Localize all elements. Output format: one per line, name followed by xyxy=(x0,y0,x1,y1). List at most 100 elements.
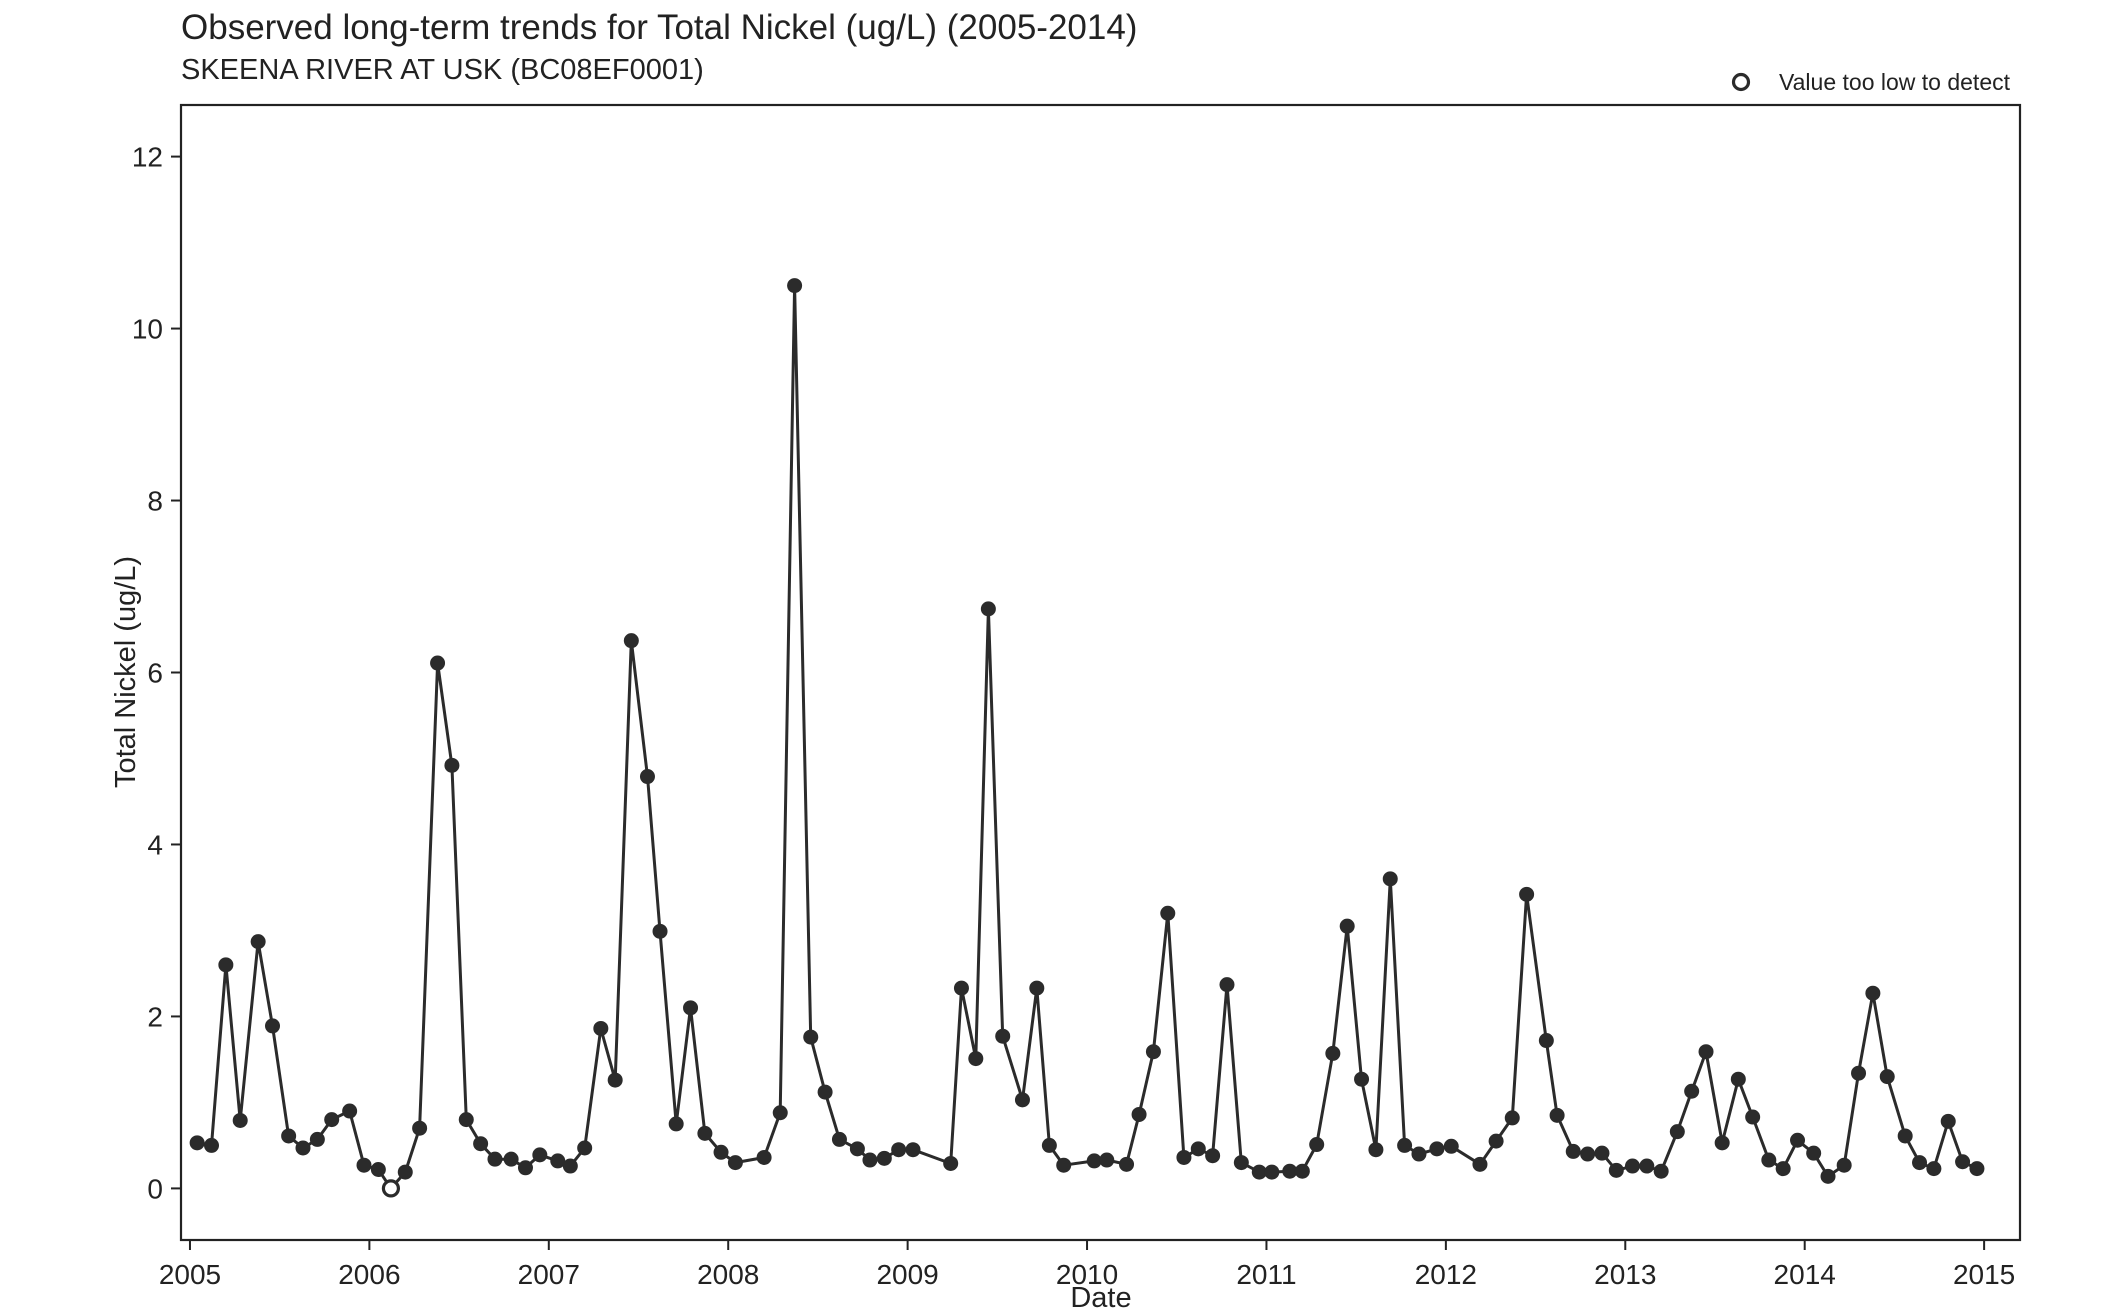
data-point xyxy=(1879,1069,1895,1085)
data-point xyxy=(473,1136,489,1152)
data-point xyxy=(1294,1163,1310,1179)
data-point xyxy=(787,278,803,294)
data-point xyxy=(1714,1135,1730,1151)
data-point xyxy=(905,1142,921,1158)
y-tick-label: 0 xyxy=(147,1173,163,1204)
data-point xyxy=(1549,1107,1565,1123)
data-point xyxy=(1594,1145,1610,1161)
data-point xyxy=(1282,1163,1298,1179)
data-point xyxy=(817,1084,833,1100)
data-point xyxy=(1820,1168,1836,1184)
data-point xyxy=(727,1155,743,1171)
data-point xyxy=(342,1103,358,1119)
data-point xyxy=(1639,1158,1655,1174)
data-point xyxy=(1029,980,1045,996)
data-point xyxy=(562,1158,578,1174)
legend-label: Value too low to detect xyxy=(1779,69,2011,95)
x-tick-label: 2007 xyxy=(518,1259,580,1290)
data-point xyxy=(1669,1124,1685,1140)
data-point-below-detection xyxy=(381,1179,401,1198)
data-point xyxy=(876,1150,892,1166)
data-point xyxy=(831,1131,847,1147)
y-tick-label: 2 xyxy=(147,1001,163,1032)
data-point xyxy=(1865,985,1881,1001)
data-point xyxy=(652,923,668,939)
data-point xyxy=(1926,1161,1942,1177)
data-point xyxy=(232,1112,248,1128)
x-tick-label: 2011 xyxy=(1236,1259,1296,1290)
chart-title: Observed long-term trends for Total Nick… xyxy=(181,8,1138,47)
data-point xyxy=(1851,1065,1867,1081)
data-point xyxy=(444,757,460,773)
data-point xyxy=(370,1161,386,1177)
data-point xyxy=(1538,1033,1554,1049)
data-point xyxy=(532,1147,548,1163)
x-tick-label: 2008 xyxy=(697,1259,759,1290)
data-point xyxy=(550,1153,566,1169)
data-point xyxy=(668,1116,684,1132)
y-tick-label: 4 xyxy=(147,829,163,860)
data-point xyxy=(1309,1137,1325,1153)
y-axis: 0 2 4 6 8 10 12 xyxy=(132,142,181,1204)
chart-subtitle: SKEENA RIVER AT USK (BC08EF0001) xyxy=(181,54,704,86)
x-tick-label: 2012 xyxy=(1415,1259,1477,1290)
data-point xyxy=(250,934,266,950)
data-point xyxy=(713,1144,729,1160)
data-point xyxy=(487,1151,503,1167)
data-point xyxy=(1251,1164,1267,1180)
data-point xyxy=(1443,1138,1459,1154)
data-point xyxy=(1775,1161,1791,1177)
data-point xyxy=(1429,1141,1445,1157)
data-point xyxy=(683,1000,699,1016)
data-point xyxy=(356,1157,372,1173)
data-point xyxy=(803,1029,819,1045)
data-point xyxy=(1176,1149,1192,1165)
legend-open-circle-marker xyxy=(1731,72,1751,92)
y-tick-label: 12 xyxy=(132,142,163,173)
data-point xyxy=(1056,1157,1072,1173)
data-point xyxy=(1608,1162,1624,1178)
x-axis: 2005 2006 2007 2008 2009 2010 2011 2012 2013 2014… xyxy=(159,1240,2015,1290)
data-point xyxy=(503,1151,519,1167)
data-point xyxy=(309,1131,325,1147)
data-point xyxy=(577,1140,593,1156)
data-point xyxy=(1368,1142,1384,1158)
data-point xyxy=(1264,1164,1280,1180)
data-point xyxy=(1940,1113,1956,1129)
data-point xyxy=(1504,1110,1520,1126)
data-point xyxy=(862,1152,878,1168)
data-point xyxy=(295,1140,311,1156)
data-point xyxy=(1131,1106,1147,1122)
data-point xyxy=(1086,1153,1102,1169)
data-point xyxy=(849,1141,865,1157)
data-point xyxy=(607,1072,623,1088)
data-point xyxy=(1205,1148,1221,1164)
data-point xyxy=(1761,1152,1777,1168)
x-tick-label: 2014 xyxy=(1774,1259,1836,1290)
data-point xyxy=(1955,1154,1971,1170)
data-point xyxy=(204,1137,220,1153)
data-point xyxy=(1836,1157,1852,1173)
data-point xyxy=(397,1164,413,1180)
data-point xyxy=(281,1128,297,1144)
data-point xyxy=(1730,1071,1746,1087)
data-point xyxy=(623,633,639,649)
data-point xyxy=(1411,1146,1427,1162)
data-point xyxy=(1969,1161,1985,1177)
data-point xyxy=(1519,886,1535,902)
data-point xyxy=(1897,1128,1913,1144)
plot-frame xyxy=(179,103,2022,1242)
legend: Value too low to detect xyxy=(1731,69,2011,95)
y-tick-label: 6 xyxy=(147,658,163,689)
data-point xyxy=(1698,1044,1714,1060)
data-point xyxy=(1219,977,1235,993)
data-point xyxy=(1014,1092,1030,1108)
x-tick-label: 2010 xyxy=(1056,1259,1118,1290)
data-point xyxy=(1806,1145,1822,1161)
data-point xyxy=(218,957,234,973)
data-point xyxy=(1382,871,1398,887)
data-point xyxy=(593,1020,609,1036)
data-point xyxy=(1325,1045,1341,1061)
data-point xyxy=(639,769,655,785)
